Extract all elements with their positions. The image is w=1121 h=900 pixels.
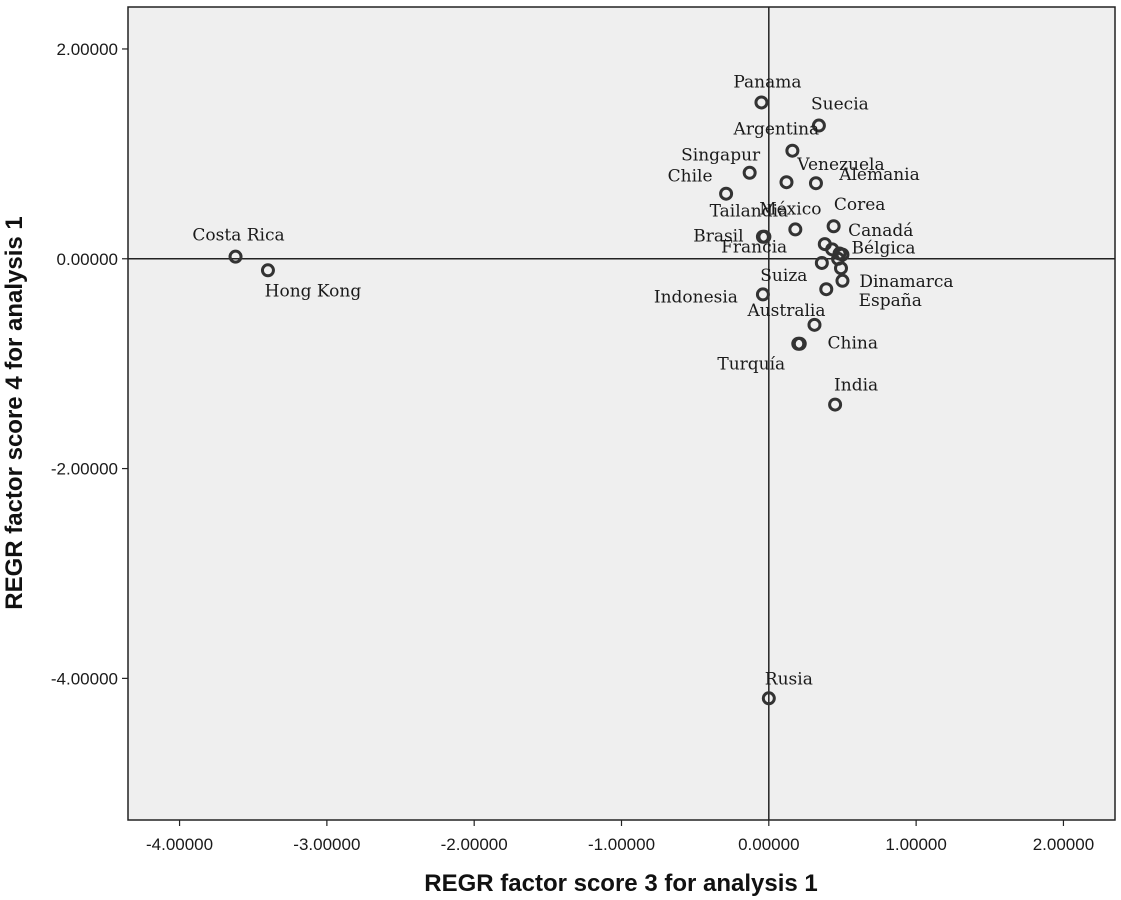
y-tick-label: 0.00000 — [57, 250, 118, 269]
y-tick-label: -2.00000 — [51, 460, 118, 479]
point-label: India — [834, 376, 878, 396]
point-label: Dinamarca — [859, 272, 953, 292]
x-tick-label: 0.00000 — [738, 835, 799, 854]
data-point — [807, 317, 822, 332]
data-point — [719, 186, 734, 201]
x-tick-label: -3.00000 — [293, 835, 360, 854]
point-label: Panama — [733, 72, 801, 92]
point-label: China — [828, 334, 878, 354]
data-point — [755, 287, 770, 302]
data-point — [779, 175, 794, 190]
point-label: Francia — [721, 237, 787, 257]
point-label: Singapur — [681, 146, 761, 166]
plot-area — [127, 6, 1116, 821]
y-tick-label: 2.00000 — [57, 40, 118, 59]
point-label: Suiza — [760, 266, 807, 286]
data-point — [785, 143, 800, 158]
point-label: Venezuela — [796, 155, 884, 175]
data-point — [819, 282, 834, 297]
x-tick-label: 1.00000 — [885, 835, 946, 854]
x-axis: -4.00000 -3.00000 -2.00000 -1.00000 0.00000 1… — [146, 820, 1094, 854]
y-axis: 2.00000 0.00000 -2.00000 -4.00000 — [51, 40, 128, 688]
data-point — [825, 242, 840, 257]
data-point — [228, 249, 243, 264]
data-point — [791, 336, 806, 351]
x-tick-label: 2.00000 — [1033, 835, 1094, 854]
data-point — [814, 255, 829, 270]
point-label: Argentina — [733, 120, 820, 140]
point-label: Alemania — [838, 165, 920, 185]
point-label: Costa Rica — [192, 226, 284, 246]
y-tick-label: -4.00000 — [51, 669, 118, 688]
data-point — [754, 95, 769, 110]
data-point — [742, 165, 757, 180]
x-tick-label: -4.00000 — [146, 835, 213, 854]
data-point — [826, 219, 841, 234]
point-label: Suecia — [811, 95, 869, 115]
data-point — [828, 397, 843, 412]
x-tick-label: -1.00000 — [588, 835, 655, 854]
point-label: Tailandia — [710, 202, 789, 222]
point-label: Chile — [668, 167, 713, 187]
data-point — [788, 222, 803, 237]
data-points — [228, 95, 850, 706]
data-point — [761, 691, 776, 706]
data-point — [835, 273, 850, 288]
data-point — [808, 176, 823, 191]
point-label: Hong Kong — [265, 281, 362, 301]
point-label: Turquía — [717, 355, 785, 375]
data-point — [833, 261, 848, 276]
point-label: Indonesia — [654, 287, 738, 307]
point-label: Brasil — [693, 227, 743, 247]
point-label: España — [859, 291, 922, 311]
point-label: México — [759, 199, 821, 219]
point-label: Bélgica — [852, 239, 916, 259]
y-axis-title: REGR factor score 4 for analysis 1 — [1, 216, 28, 610]
data-point — [757, 229, 772, 244]
reference-lines — [128, 7, 1115, 820]
point-labels: Costa Rica Hong Kong Panama Suecia Argentina… — [192, 72, 953, 689]
data-point — [811, 118, 826, 133]
x-axis-title: REGR factor score 3 for analysis 1 — [424, 870, 818, 897]
point-label: Corea — [834, 195, 886, 215]
data-point — [260, 263, 275, 278]
point-label: Australia — [746, 301, 825, 321]
x-tick-label: -2.00000 — [441, 835, 508, 854]
point-label: Canadá — [848, 221, 913, 241]
point-label: Rusia — [765, 669, 813, 689]
